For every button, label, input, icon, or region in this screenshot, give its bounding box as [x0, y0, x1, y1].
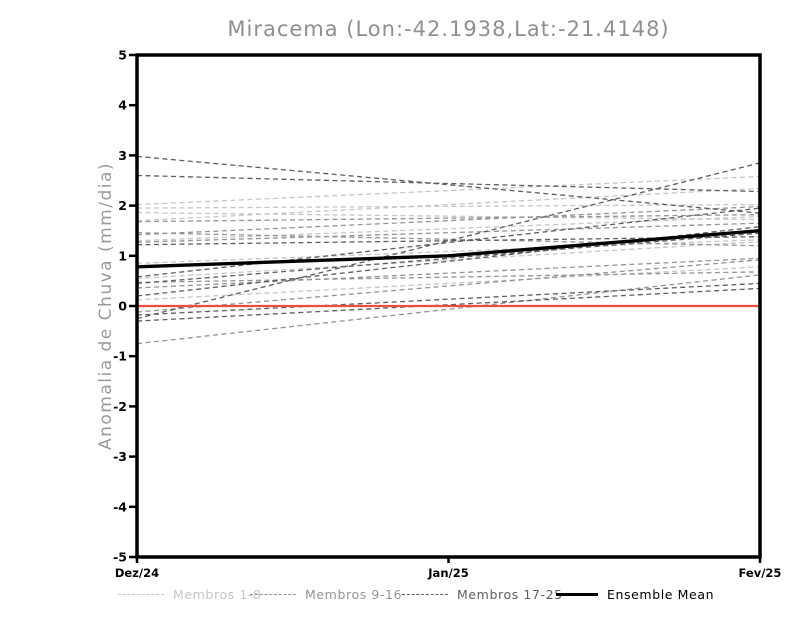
- member-line: [136, 232, 761, 247]
- legend-label: Membros 9-16: [305, 586, 403, 602]
- legend-item-membros-9-16: Membros 9-16: [250, 584, 402, 604]
- legend-item-membros-17-25: Membros 17-25: [402, 584, 563, 604]
- y-tick-label: 3: [118, 148, 127, 163]
- x-tick-label: Jan/25: [427, 566, 468, 580]
- legend-label: Ensemble Mean: [607, 586, 715, 602]
- y-tick-label: -4: [113, 499, 127, 514]
- member-line: [136, 187, 761, 222]
- y-tick-label: 5: [118, 48, 127, 63]
- legend-item-membros-1-8: Membros 1-8: [118, 584, 262, 604]
- x-tick-label: Dez/24: [115, 566, 159, 580]
- y-tick-label: 4: [118, 98, 127, 113]
- ensemble-mean-line-icon: [556, 592, 598, 596]
- y-tick-label: -3: [113, 449, 127, 464]
- ensemble-mean-line: [136, 229, 761, 269]
- y-tick-label: 1: [118, 248, 127, 263]
- chart-title: Miracema (Lon:-42.1938,Lat:-21.4148): [227, 17, 670, 41]
- member-line: [136, 241, 761, 280]
- y-tick-label: 0: [118, 299, 127, 314]
- member-line: [136, 287, 761, 322]
- y-tick-label: -2: [113, 399, 127, 414]
- member-line: [136, 232, 761, 285]
- member-line: [136, 174, 761, 193]
- legend-label: Membros 17-25: [457, 586, 563, 602]
- y-tick-label: 2: [118, 198, 127, 213]
- member-line: [136, 282, 761, 316]
- x-tick-label: Fev/25: [739, 566, 782, 580]
- legend-label: Membros 1-8: [173, 586, 262, 602]
- member-line: [136, 207, 761, 278]
- y-tick-label: -1: [113, 349, 127, 364]
- member-line: [136, 205, 761, 236]
- member-line: [136, 215, 761, 242]
- legend: Membros 1-8 Membros 9-16 Membros 17-25 E…: [0, 584, 800, 606]
- membros-1-8-line-icon: [118, 593, 164, 595]
- member-line: [136, 257, 761, 289]
- member-line: [136, 211, 761, 221]
- member-line: [136, 203, 761, 209]
- member-line: [136, 271, 761, 284]
- membros-9-16-line-icon: [250, 593, 296, 595]
- member-line: [136, 274, 761, 345]
- y-tick-label: -5: [113, 550, 127, 565]
- member-line: [136, 213, 761, 223]
- member-line: [136, 175, 761, 206]
- member-line: [136, 222, 761, 243]
- member-line: [136, 259, 761, 313]
- member-line: [136, 155, 761, 214]
- membros-17-25-line-icon: [402, 593, 448, 595]
- legend-item-ensemble-mean: Ensemble Mean: [556, 584, 714, 604]
- member-line: [136, 266, 761, 301]
